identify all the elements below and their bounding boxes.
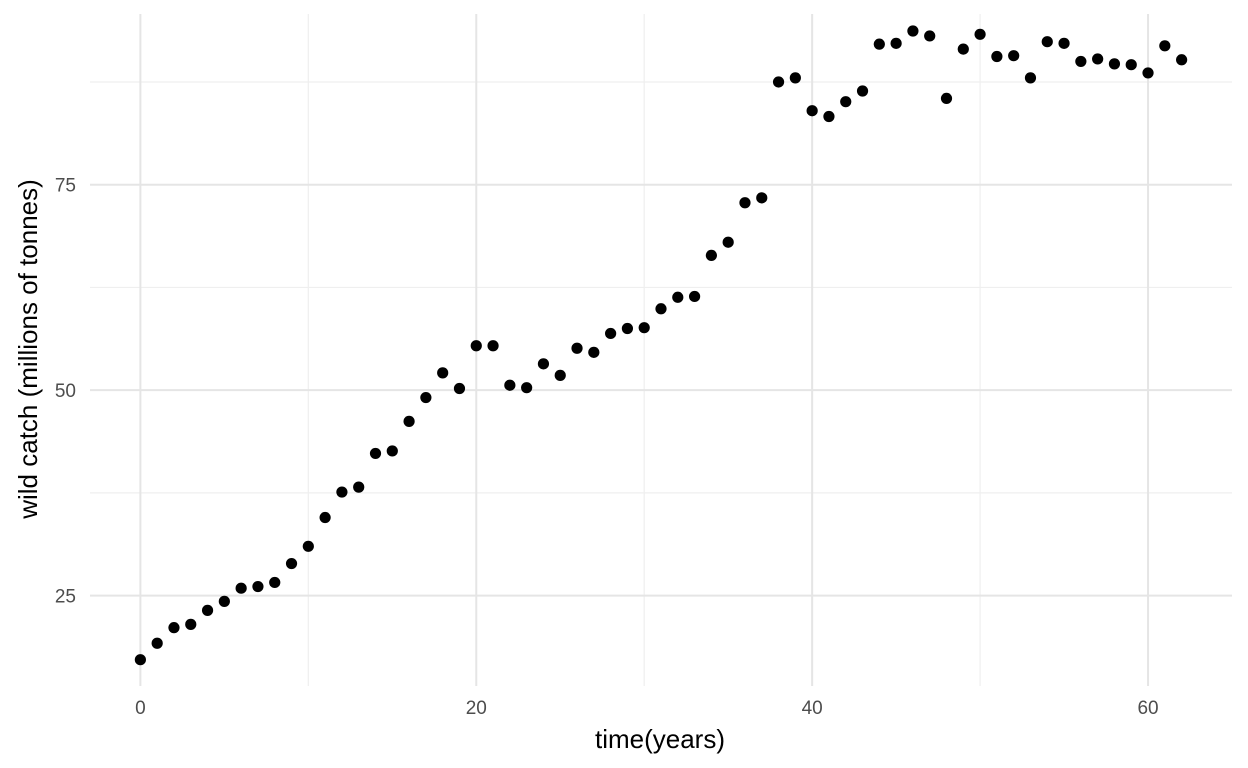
data-point bbox=[487, 340, 499, 352]
data-point bbox=[1008, 50, 1020, 62]
y-tick-label: 25 bbox=[55, 587, 76, 608]
data-point bbox=[1041, 36, 1053, 48]
data-point bbox=[437, 367, 449, 379]
data-point bbox=[1159, 40, 1171, 52]
data-point bbox=[168, 622, 180, 634]
data-point bbox=[302, 540, 314, 552]
data-point bbox=[336, 486, 348, 498]
data-point bbox=[638, 322, 650, 334]
data-point bbox=[840, 96, 852, 108]
data-point bbox=[588, 346, 600, 358]
data-point bbox=[940, 92, 953, 104]
major-gridlines bbox=[90, 14, 1232, 686]
data-point bbox=[991, 50, 1003, 63]
data-point bbox=[420, 391, 432, 404]
data-point bbox=[201, 604, 214, 616]
data-point bbox=[269, 576, 281, 589]
y-axis-title: wild catch (millions of tonnes) bbox=[13, 179, 43, 520]
data-point bbox=[739, 197, 751, 209]
data-point bbox=[470, 340, 482, 352]
data-point bbox=[907, 25, 919, 37]
data-point bbox=[554, 369, 566, 381]
data-point bbox=[621, 322, 634, 335]
x-axis-title: time(years) bbox=[595, 724, 725, 754]
x-tick-label: 60 bbox=[1137, 698, 1158, 719]
data-point bbox=[974, 28, 986, 40]
data-point bbox=[386, 445, 398, 457]
data-point bbox=[957, 43, 969, 55]
x-tick-label: 20 bbox=[466, 698, 487, 719]
data-point bbox=[185, 618, 197, 630]
y-tick-label: 50 bbox=[55, 381, 76, 402]
data-point bbox=[369, 447, 382, 460]
data-point bbox=[722, 236, 734, 248]
data-point bbox=[1075, 55, 1087, 68]
data-point bbox=[924, 30, 936, 42]
data-points bbox=[134, 25, 1188, 666]
y-axis-tick-labels: 25 50 75 bbox=[55, 176, 76, 608]
data-point bbox=[235, 582, 247, 594]
data-point bbox=[806, 105, 818, 117]
data-point bbox=[403, 415, 415, 427]
y-tick-label: 75 bbox=[55, 176, 76, 197]
data-point bbox=[672, 291, 684, 303]
data-point bbox=[823, 110, 835, 123]
data-point bbox=[252, 580, 264, 593]
data-point bbox=[1125, 59, 1137, 71]
data-point bbox=[319, 511, 331, 524]
data-point bbox=[453, 382, 466, 395]
data-point bbox=[705, 249, 717, 261]
minor-gridlines bbox=[90, 14, 1232, 686]
data-point bbox=[218, 595, 230, 607]
data-point bbox=[537, 358, 550, 370]
data-point bbox=[1142, 67, 1154, 79]
data-point bbox=[1092, 53, 1104, 65]
data-point bbox=[1058, 37, 1070, 49]
data-point bbox=[772, 76, 785, 88]
data-point bbox=[873, 38, 885, 50]
data-point bbox=[134, 654, 146, 666]
data-point bbox=[655, 303, 667, 315]
data-point bbox=[571, 342, 583, 354]
data-point bbox=[856, 85, 869, 97]
data-point bbox=[504, 379, 516, 391]
data-point bbox=[285, 557, 298, 570]
data-point bbox=[1108, 58, 1121, 70]
data-point bbox=[890, 37, 902, 49]
data-point bbox=[1024, 72, 1037, 84]
x-tick-label: 40 bbox=[802, 698, 823, 719]
data-point bbox=[353, 481, 365, 493]
data-point bbox=[151, 637, 163, 649]
x-tick-label: 0 bbox=[135, 698, 146, 719]
data-point bbox=[605, 327, 617, 340]
data-point bbox=[688, 290, 701, 303]
data-point bbox=[756, 192, 768, 204]
data-point bbox=[789, 72, 801, 84]
x-axis-tick-labels: 0 20 40 60 bbox=[135, 698, 1159, 719]
data-point bbox=[521, 382, 533, 394]
data-point bbox=[1176, 54, 1188, 66]
